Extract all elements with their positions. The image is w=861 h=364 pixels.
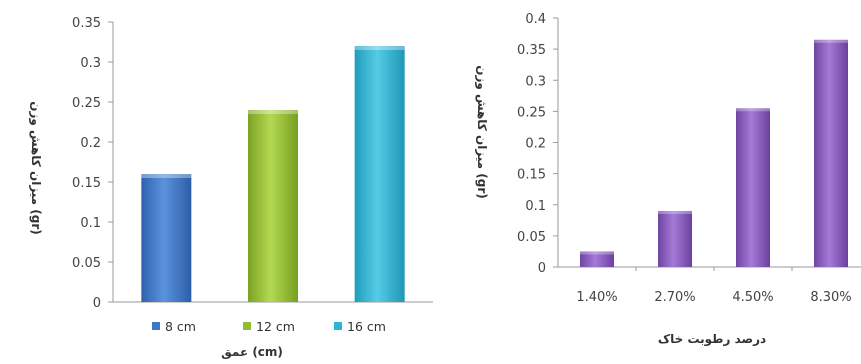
x-axis-title: عمق (cm)	[221, 345, 283, 359]
y-tick-label: 0.1	[525, 199, 546, 214]
legend-swatch	[243, 322, 251, 330]
bar-highlight	[736, 108, 770, 112]
y-axis-title: میزان کاهش وزن (gr)	[474, 65, 489, 199]
x-tick-label: 4.50%	[732, 290, 773, 305]
bar-4.50%	[736, 108, 770, 267]
y-tick-label: 0.15	[517, 168, 546, 183]
y-tick-label: 0.3	[525, 74, 546, 89]
y-tick-label: 0.25	[517, 105, 546, 120]
y-tick-label: 0.3	[80, 56, 101, 71]
bar-highlight	[141, 174, 192, 178]
x-tick-label: 1.40%	[576, 290, 617, 305]
bar-16cm	[354, 46, 405, 302]
y-tick-label: 0	[93, 296, 101, 311]
y-tick-label: 0.2	[525, 137, 546, 152]
legend-label: 12 cm	[256, 319, 295, 334]
bar-1.40%	[580, 251, 614, 267]
y-tick-label: 0	[538, 261, 546, 276]
y-tick-label: 0.4	[525, 12, 546, 27]
y-tick-label: 0.35	[72, 16, 101, 31]
legend-label: 8 cm	[165, 319, 196, 334]
bar-highlight	[814, 39, 848, 43]
bar-8.30%	[814, 39, 848, 267]
y-tick-label: 0.25	[72, 96, 101, 111]
y-tick-label: 0.15	[72, 176, 101, 191]
x-tick-label: 8.30%	[810, 290, 851, 305]
x-tick-label: 2.70%	[654, 290, 695, 305]
legend-label: 16 cm	[347, 319, 386, 334]
y-axis-title: میزان کاهش وزن (gr)	[28, 101, 43, 235]
bar-highlight	[248, 110, 298, 114]
y-tick-label: 0.35	[517, 43, 546, 58]
bar-highlight	[658, 210, 692, 214]
y-tick-label: 0.2	[80, 136, 101, 151]
y-tick-label: 0.05	[517, 230, 546, 245]
bar-highlight	[354, 46, 405, 50]
bar-12cm	[248, 110, 298, 302]
y-tick-label: 0.05	[72, 256, 101, 271]
legend-swatch	[334, 322, 342, 330]
bar-2.70%	[658, 210, 692, 267]
legend-swatch	[152, 322, 160, 330]
bar-8cm	[141, 174, 192, 302]
y-tick-label: 0.1	[80, 216, 101, 231]
bar-highlight	[580, 251, 614, 255]
x-axis-title: درصد رطوبت خاک	[658, 332, 766, 347]
